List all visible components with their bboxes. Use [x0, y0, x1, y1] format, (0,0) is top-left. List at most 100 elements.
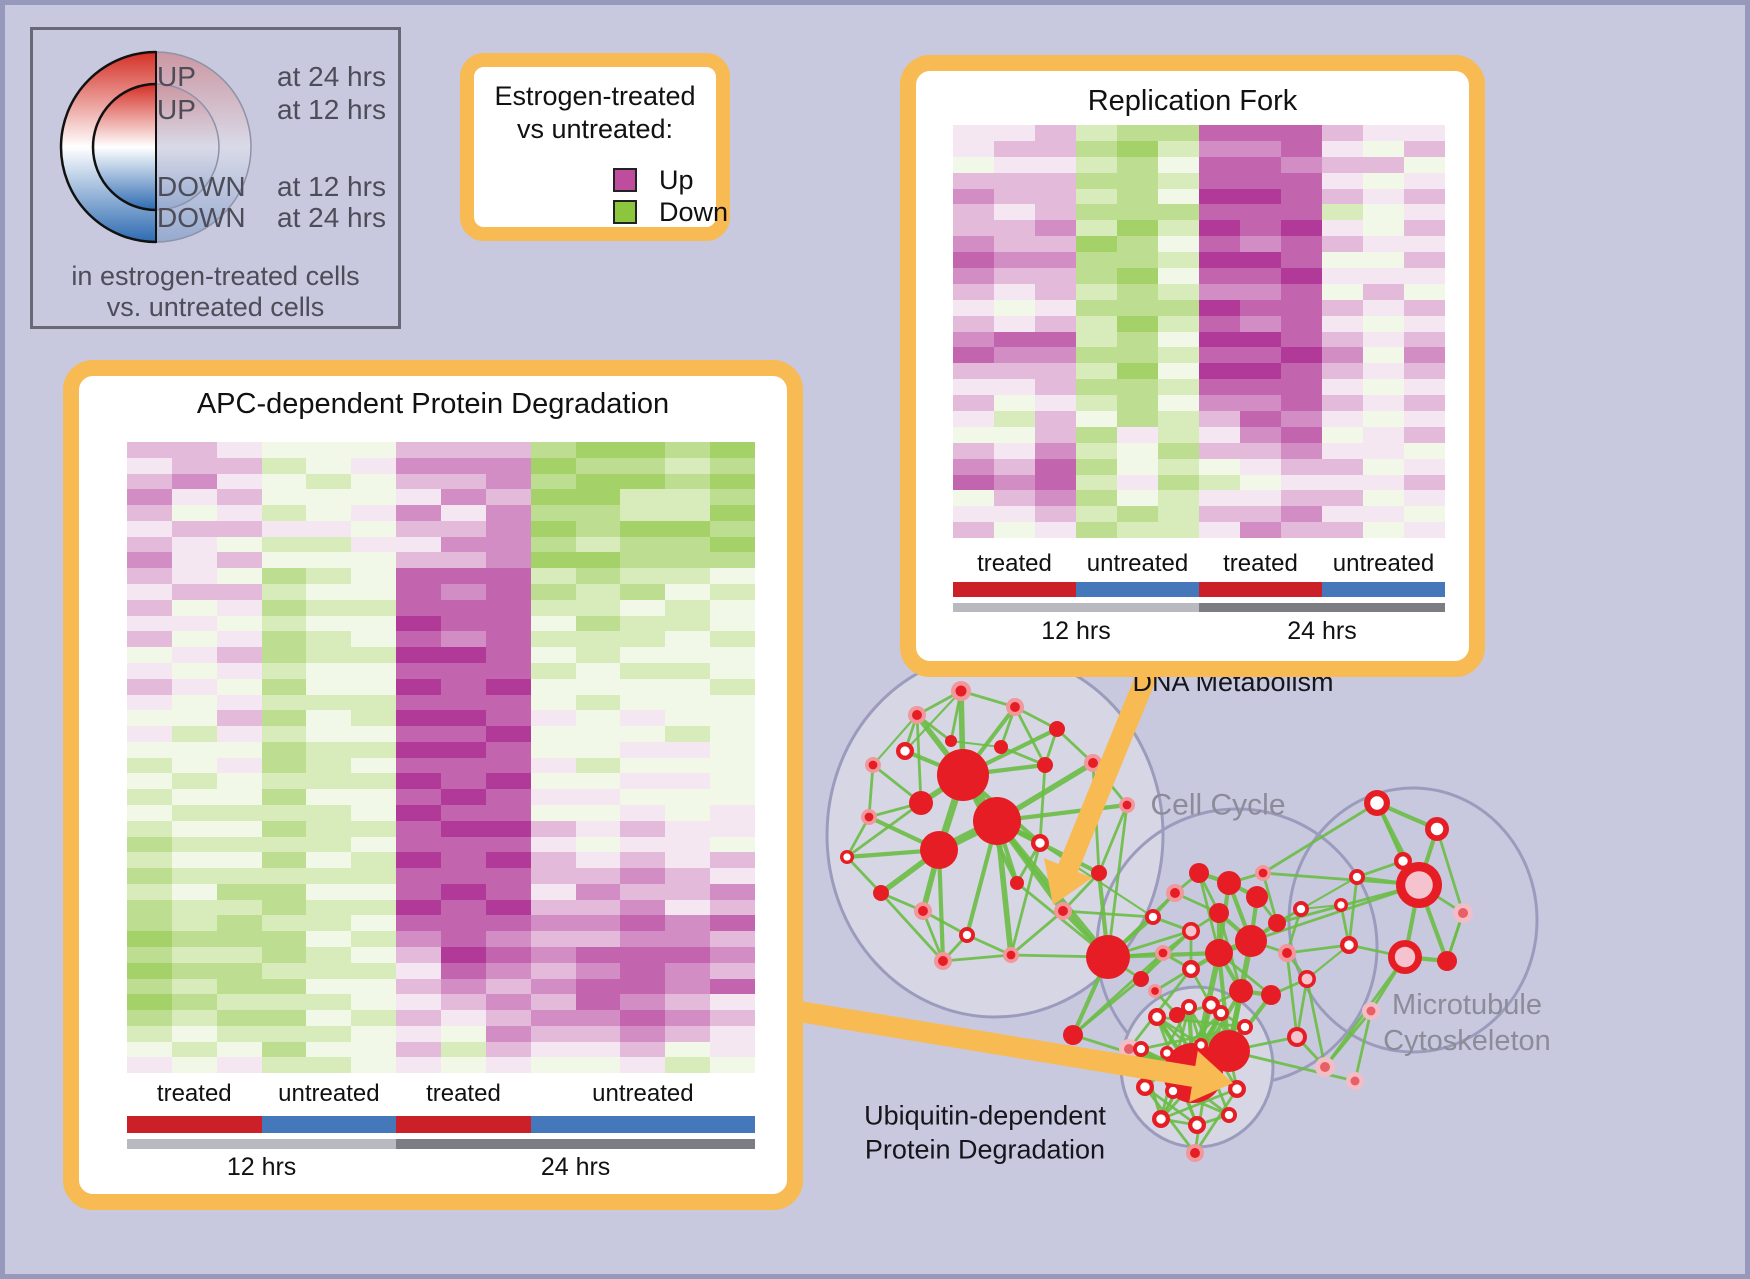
heatmap-cell [216, 947, 262, 963]
heatmap-cell [485, 552, 531, 569]
heatmap-cell [530, 678, 576, 695]
heatmap-cell [1240, 156, 1281, 173]
heatmap-cell [530, 1010, 576, 1026]
apc-heatmap [127, 442, 756, 1074]
heatmap-cell [441, 584, 486, 600]
heatmap-cell [1199, 188, 1240, 205]
heatmap-cell [306, 599, 352, 616]
heatmap-cell [1076, 236, 1117, 253]
heatmap-cell [485, 915, 531, 932]
heatmap-cell [306, 757, 352, 774]
heatmap-cell [1076, 156, 1117, 173]
heatmap-cell [1035, 172, 1076, 189]
heatmap-cell [710, 820, 756, 837]
heatmap-cell [216, 789, 262, 805]
heatmap-cell [216, 1010, 262, 1026]
gene-node [1063, 1025, 1083, 1045]
heatmap-cell [1035, 506, 1076, 523]
heatmap-cell [530, 820, 576, 837]
heatmap-cell [1158, 379, 1199, 396]
heatmap-cell [1199, 236, 1240, 253]
heatmap-cell [306, 773, 352, 790]
heatmap-cell [575, 536, 621, 553]
heatmap-cell [1076, 347, 1117, 364]
heatmap-row [953, 347, 1445, 364]
heatmap-cell [351, 852, 397, 869]
heatmap-cell [1363, 268, 1404, 284]
heatmap-cell [665, 757, 711, 774]
heatmap-cell [127, 710, 172, 727]
heatmap-cell [127, 726, 172, 742]
heatmap-cell [710, 631, 756, 648]
heatmap-cell [171, 899, 217, 916]
heatmap-cell [396, 678, 442, 695]
heatmap-cell [710, 741, 756, 758]
heatmap-cell [620, 1041, 666, 1058]
heatmap-cell [441, 473, 486, 490]
heatmap-cell [396, 1041, 442, 1058]
heatmap-cell [575, 773, 621, 790]
heatmap-cell [1322, 188, 1363, 205]
heatmap-cell [127, 599, 172, 616]
heatmap-cell [710, 473, 756, 490]
heatmap-cell [1076, 395, 1117, 412]
condition-label: treated [977, 550, 1052, 577]
heatmap-cell [261, 520, 307, 537]
heatmap-cell [1322, 236, 1363, 253]
heatmap-cell [1404, 268, 1445, 284]
heatmap-cell [575, 552, 621, 569]
ring-legend-circle [59, 50, 252, 244]
heatmap-cell [127, 505, 172, 521]
heatmap-cell [441, 962, 486, 979]
heatmap-cell [171, 710, 217, 727]
time-label: 24 hrs [1287, 617, 1357, 645]
heatmap-row [953, 299, 1445, 316]
heatmap-cell [216, 1057, 262, 1074]
heatmap-cell [665, 1010, 711, 1026]
condition-label: untreated [1086, 550, 1189, 577]
updown-legend-title-line2: vs untreated: [516, 114, 674, 144]
heatmap-cell [530, 552, 576, 569]
heatmap-cell [171, 789, 217, 805]
heatmap-cell [994, 522, 1035, 539]
heatmap-cell [994, 426, 1035, 443]
heatmap-row [953, 172, 1445, 189]
heatmap-row [127, 568, 756, 585]
condition-bar [530, 1116, 756, 1133]
ring-down-12-dir: DOWN [157, 171, 246, 202]
heatmap-cell [306, 820, 352, 837]
heatmap-cell [710, 726, 756, 742]
heatmap-cell [994, 236, 1035, 253]
heatmap-cell [171, 505, 217, 521]
heatmap-row [127, 489, 756, 506]
heatmap-cell [994, 347, 1035, 364]
heatmap-cell [620, 1025, 666, 1042]
heatmap-cell [127, 789, 172, 805]
heatmap-cell [485, 631, 531, 648]
heatmap-cell [306, 804, 352, 821]
heatmap-cell [1363, 236, 1404, 253]
heatmap-cell [953, 283, 994, 300]
heatmap-cell [396, 1057, 442, 1074]
heatmap-cell [665, 520, 711, 537]
heatmap-cell [1363, 458, 1404, 475]
heatmap-cell [171, 994, 217, 1011]
heatmap-cell [441, 615, 486, 632]
heatmap-cell [1158, 411, 1199, 427]
heatmap-cell [396, 662, 442, 679]
heatmap-cell [1158, 172, 1199, 189]
heatmap-cell [994, 458, 1035, 475]
heatmap-cell [351, 694, 397, 711]
heatmap-cell [1199, 252, 1240, 269]
heatmap-cell [665, 442, 711, 458]
heatmap-cell [351, 1057, 397, 1074]
heatmap-cell [171, 1010, 217, 1026]
heatmap-cell [953, 379, 994, 396]
heatmap-cell [665, 868, 711, 884]
heatmap-cell [953, 252, 994, 269]
gene-node [1261, 985, 1281, 1005]
heatmap-cell [530, 615, 576, 632]
heatmap-cell [994, 156, 1035, 173]
heatmap-cell [1322, 458, 1363, 475]
heatmap-cell [171, 836, 217, 853]
